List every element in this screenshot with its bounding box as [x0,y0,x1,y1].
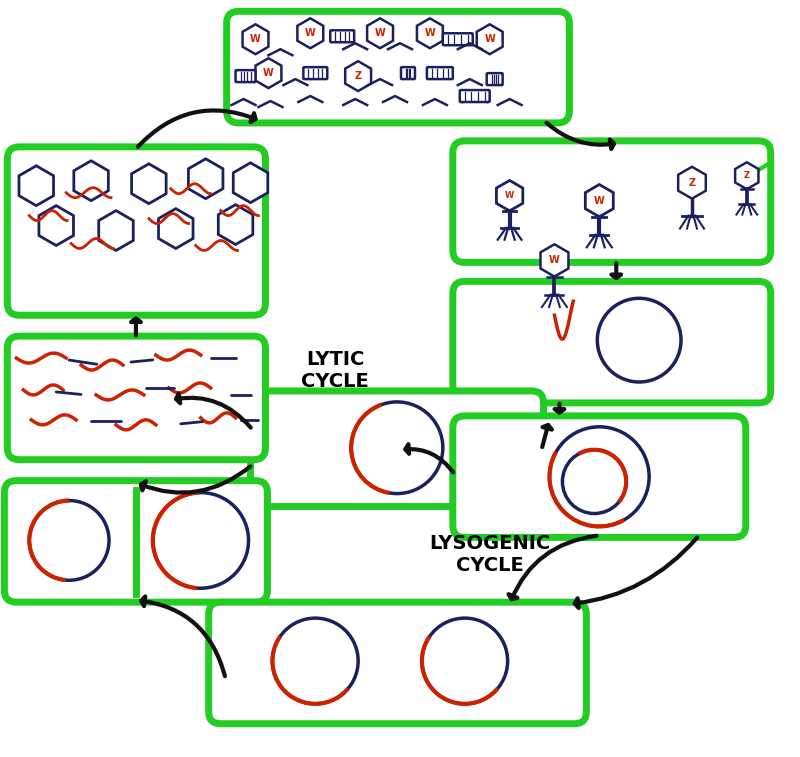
FancyBboxPatch shape [7,336,266,459]
Polygon shape [477,24,502,55]
Polygon shape [218,204,253,245]
Text: W: W [549,255,560,266]
Polygon shape [255,58,282,88]
FancyBboxPatch shape [235,70,255,82]
Text: Z: Z [354,71,362,81]
FancyBboxPatch shape [453,282,770,403]
Polygon shape [367,18,393,48]
Text: Z: Z [744,171,750,180]
Polygon shape [497,180,523,211]
Polygon shape [735,162,758,189]
FancyBboxPatch shape [250,391,543,506]
Polygon shape [39,206,74,245]
FancyBboxPatch shape [7,147,266,315]
Polygon shape [298,18,323,48]
Polygon shape [586,185,614,217]
FancyBboxPatch shape [486,73,502,85]
Text: W: W [263,68,274,78]
Polygon shape [678,167,706,198]
Polygon shape [234,163,268,203]
FancyBboxPatch shape [4,481,267,602]
FancyBboxPatch shape [427,67,453,79]
FancyBboxPatch shape [303,67,327,79]
Polygon shape [19,166,54,206]
FancyBboxPatch shape [401,67,415,79]
FancyBboxPatch shape [443,33,473,45]
Polygon shape [242,24,269,55]
FancyBboxPatch shape [460,90,490,102]
Text: W: W [425,28,435,39]
Text: W: W [250,34,261,44]
Polygon shape [541,245,569,276]
Polygon shape [158,209,193,248]
Text: W: W [484,34,495,44]
Polygon shape [189,159,223,198]
Text: W: W [305,28,316,39]
FancyBboxPatch shape [453,416,746,537]
FancyBboxPatch shape [330,30,354,42]
Text: W: W [505,192,514,200]
FancyBboxPatch shape [453,141,770,263]
Text: LYSOGENIC
CYCLE: LYSOGENIC CYCLE [429,534,550,575]
FancyBboxPatch shape [209,602,586,724]
FancyBboxPatch shape [226,11,570,123]
Polygon shape [417,18,443,48]
Text: W: W [374,28,386,39]
Polygon shape [132,164,166,204]
Polygon shape [98,210,134,251]
Text: LYTIC
CYCLE: LYTIC CYCLE [302,350,369,391]
Text: Z: Z [689,178,695,188]
Polygon shape [346,61,371,91]
Polygon shape [74,160,108,201]
Text: W: W [594,195,605,206]
